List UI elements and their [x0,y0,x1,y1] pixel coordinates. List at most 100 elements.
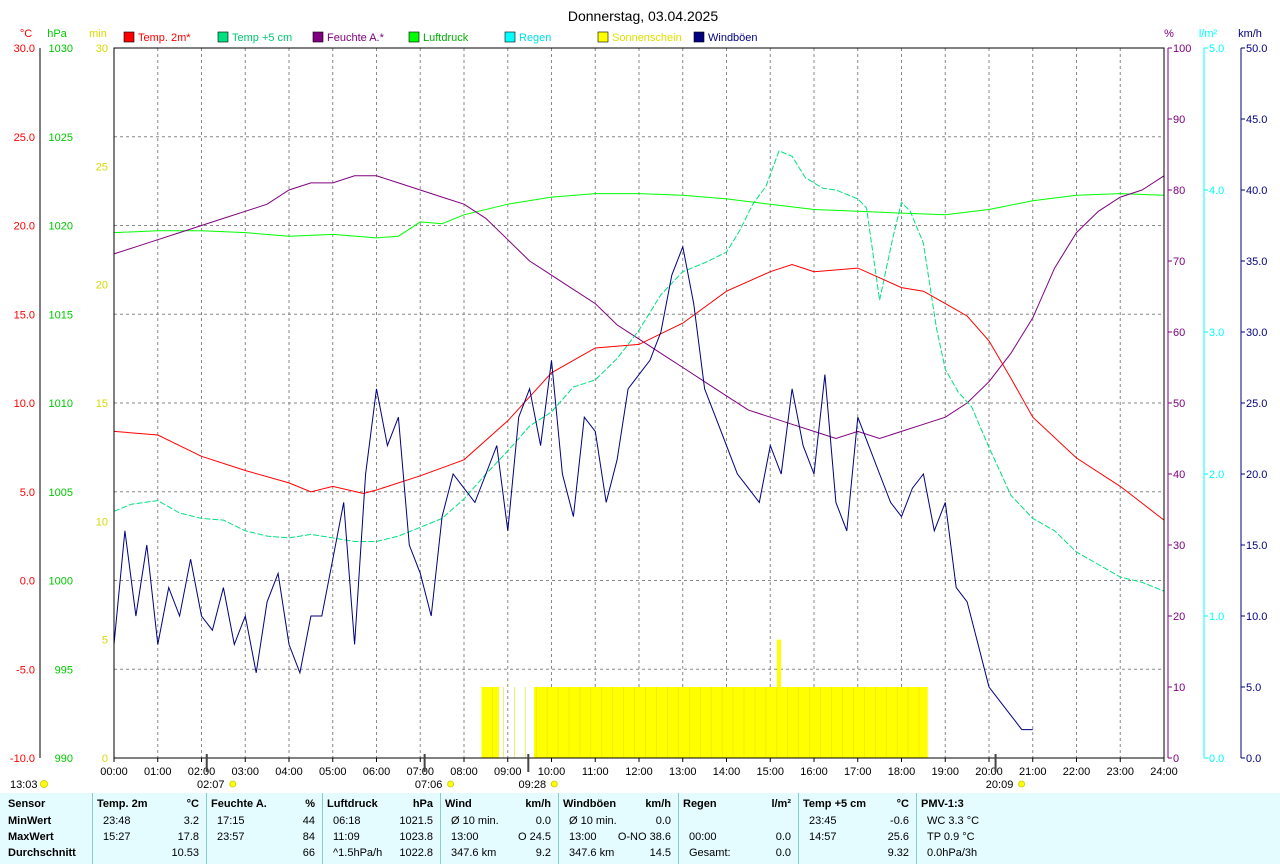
legend-swatch [597,31,609,43]
legend-label: Temp. 2m* [138,32,191,44]
stats-block-unit: °C [186,798,199,810]
stats-time: 14:57 [809,831,837,843]
stats-time: Ø 10 min. [451,815,499,827]
gust-tick-label: 25.0 [1246,398,1267,410]
humidity-tick-label: 40 [1173,469,1185,481]
stats-block-title: Temp +5 cm [803,798,867,810]
x-axis-ticks: 00:00 01:00 02:00 03:00 04:00 05:00 06:00 07:00… [100,758,1178,778]
x-tick-label: 08:00 [450,766,478,778]
pressure-tick-label: 990 [55,753,73,765]
stats-time: 23:57 [217,831,245,843]
stats-time: 0.0hPa/3h [927,847,978,859]
stats-time: 17:15 [217,815,245,827]
legend-label: Luftdruck [423,32,469,44]
humidity-unit-label: % [1164,28,1174,40]
legend-label: Sonnenschein [612,32,682,44]
stats-block: Luftdruck hPa 06:18 1021.5 11:09 1023.8 ^1.5hP… [322,793,439,864]
pressure-tick-label: 1005 [49,487,73,499]
x-tick-label: 24:00 [1150,766,1178,778]
sunshine-tick-label: 25 [96,161,108,173]
stats-value: 84 [302,831,315,843]
humidity-tick-label: 10 [1173,682,1185,694]
sunshine-bars [481,639,928,758]
stats-block-unit: % [305,798,315,810]
series-line-windb-en [113,244,1033,731]
stats-value: 0.0 [775,831,791,843]
stats-block-title: Windböen [563,798,617,810]
series-line-temp-5-cm [113,150,1165,592]
stats-row-label: Durchschnitt [8,847,76,859]
humidity-tick-label: 50 [1173,398,1185,410]
axis-units: °C hPa min% l/m² km/h [20,28,1262,40]
pressure-tick-label: 1020 [49,221,73,233]
stats-value: 25.6 [887,831,909,843]
humidity-tick-label: 90 [1173,114,1185,126]
sun-icon [550,780,558,788]
humidity-tick-label: 60 [1173,327,1185,339]
x-tick-label: 18:00 [888,766,916,778]
stats-row-label: MinWert [8,815,52,827]
stats-block-unit: km/h [525,798,551,810]
humidity-tick-label: 20 [1173,611,1185,623]
legend-swatch [312,31,324,43]
sun-icon [229,780,237,788]
temp-tick-label: -5.0 [16,664,35,676]
stats-value: O 24.5 [517,831,551,843]
stats-time: 13:00 [569,831,597,843]
stats-time: 00:00 [689,831,717,843]
legend-label: Feuchte A.* [327,32,385,44]
stats-block-title: Wind [445,798,472,810]
time-marker-label: 09:28 [519,779,547,791]
x-tick-label: 19:00 [931,766,959,778]
rain-tick-label: 0.0 [1209,753,1224,765]
stats-block: Wind km/h Ø 10 min. 0.0 13:00 O 24.5 347.6 km 9… [440,793,557,864]
gust-tick-label: 10.0 [1246,611,1267,623]
sunshine-unit-label: min [89,28,107,40]
sunshine-bar [481,687,499,758]
gust-tick-label: 40.0 [1246,185,1267,197]
stats-block-title: Luftdruck [327,798,378,810]
temp-tick-label: 30.0 [14,43,35,55]
x-tick-label: 23:00 [1106,766,1134,778]
stats-block: Windböen km/h Ø 10 min. 0.0 13:00 O-NO 38.6 34… [558,793,677,864]
legend-label: Regen [519,32,551,44]
legend-swatch [504,31,516,43]
weather-chart: Donnerstag, 03.04.2025 Temp. 2m* Temp +5 … [10,8,1268,791]
pressure-tick-label: 1025 [49,132,73,144]
gust-tick-label: 20.0 [1246,469,1267,481]
sun-icon [447,780,455,788]
x-tick-label: 06:00 [363,766,391,778]
chart-title: Donnerstag, 03.04.2025 [568,8,718,24]
stats-time: 23:48 [103,815,131,827]
stats-block-unit: hPa [412,798,433,810]
x-tick-label: 00:00 [100,766,128,778]
stats-time: 13:00 [451,831,479,843]
x-tick-label: 22:00 [1063,766,1091,778]
stats-block-title: Feuchte A. [211,798,267,810]
pressure-unit-label: hPa [47,28,67,40]
stats-block-title: Regen [683,798,717,810]
stats-block: Temp +5 cm °C 23:45 -0.6 14:57 25.6 9.32 [798,793,915,864]
pressure-tick-label: 1030 [49,43,73,55]
x-tick-label: 05:00 [319,766,347,778]
left-axes: 30.025.020.015.010.05.00.0-5.0-10.010301… [10,43,108,765]
stats-value: -0.6 [890,815,909,827]
gust-tick-label: 50.0 [1246,43,1267,55]
temp-tick-label: -10.0 [10,753,35,765]
humidity-tick-label: 30 [1173,540,1185,552]
stats-row-label: MaxWert [8,831,54,843]
x-tick-label: 20:00 [975,766,1003,778]
legend-label: Temp +5 cm [232,32,292,44]
rain-tick-label: 4.0 [1209,185,1224,197]
series-line-luftdruck [113,193,1165,239]
stats-block-unit: l/m² [771,798,791,810]
sunshine-tick-label: 30 [96,43,108,55]
x-tick-label: 03:00 [231,766,259,778]
stats-time: 11:09 [333,831,360,843]
stats-value: 14.5 [649,847,671,859]
stats-block: Feuchte A.% 17:15 44 23:57 84 66 [206,793,321,864]
stats-time: ^1.5hPa/h [333,847,383,859]
stats-time: 23:45 [809,815,837,827]
sunshine-tick-label: 10 [96,516,108,528]
x-tick-label: 02:00 [188,766,216,778]
